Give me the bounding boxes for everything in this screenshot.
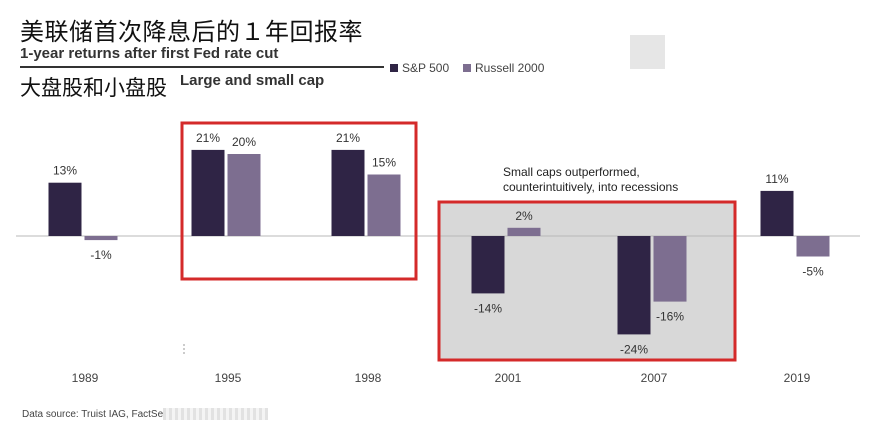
bar-sp500-1995 xyxy=(191,149,225,236)
bar-russell2000-1995 xyxy=(227,154,261,236)
data-label-russell2000-1998: 15% xyxy=(372,156,396,170)
x-tick-label-1995: 1995 xyxy=(215,371,242,385)
bar-russell2000-2001 xyxy=(507,227,541,236)
data-label-sp500-1989: 13% xyxy=(53,164,77,178)
data-label-russell2000-1989: -1% xyxy=(90,248,112,262)
data-label-sp500-1998: 21% xyxy=(336,131,360,145)
bar-russell2000-2019 xyxy=(796,236,830,257)
data-source-note: Data source: Truist IAG, FactSet. xyxy=(22,409,169,420)
bar-russell2000-1998 xyxy=(367,174,401,236)
legend-swatch-russell2000 xyxy=(463,64,471,72)
legend-item-sp500: S&P 500 xyxy=(390,61,449,75)
data-label-sp500-1995: 21% xyxy=(196,131,220,145)
chart-title-chinese: 美联储首次降息后的１年回报率 xyxy=(20,18,363,46)
legend-label-russell2000: Russell 2000 xyxy=(475,61,545,75)
data-label-sp500-2007: -24% xyxy=(620,342,648,356)
bar-sp500-2001 xyxy=(471,236,505,294)
decorative-square xyxy=(630,35,665,69)
chart-title-english: 1-year returns after first Fed rate cut xyxy=(20,45,279,62)
legend-label-sp500: S&P 500 xyxy=(402,61,450,75)
bar-russell2000-2007 xyxy=(653,236,687,302)
bar-sp500-2019 xyxy=(760,190,794,236)
data-label-russell2000-2007: -16% xyxy=(656,310,684,324)
x-tick-label-2001: 2001 xyxy=(495,371,522,385)
data-label-russell2000-2019: -5% xyxy=(802,265,824,279)
x-tick-label-1998: 1998 xyxy=(355,371,382,385)
redacted-watermark xyxy=(163,408,268,420)
legend-item-russell2000: Russell 2000 xyxy=(463,61,544,75)
bar-sp500-2007 xyxy=(617,236,651,335)
x-tick-label-2019: 2019 xyxy=(784,371,811,385)
annotation-line-1: Small caps outperformed, xyxy=(503,165,640,179)
highlight-box-2001-2007 xyxy=(437,200,737,362)
x-tick-label-2007: 2007 xyxy=(641,371,668,385)
chart-subtitle-english: Large and small cap xyxy=(180,72,325,89)
title-divider xyxy=(20,66,384,68)
data-label-russell2000-2001: 2% xyxy=(515,209,533,223)
x-tick-label-1989: 1989 xyxy=(72,371,99,385)
data-label-russell2000-1995: 20% xyxy=(232,135,256,149)
bar-sp500-1989 xyxy=(48,182,82,236)
data-label-sp500-2019: 11% xyxy=(765,172,788,186)
legend-swatch-sp500 xyxy=(390,64,398,72)
bar-russell2000-1989 xyxy=(84,236,118,241)
chart-subtitle-chinese: 大盘股和小盘股 xyxy=(20,76,167,100)
annotation-line-2: counterintuitively, into recessions xyxy=(503,180,678,194)
data-label-sp500-2001: -14% xyxy=(474,301,502,315)
highlight-box-1995-1998 xyxy=(180,121,418,281)
bar-sp500-1998 xyxy=(331,149,365,236)
